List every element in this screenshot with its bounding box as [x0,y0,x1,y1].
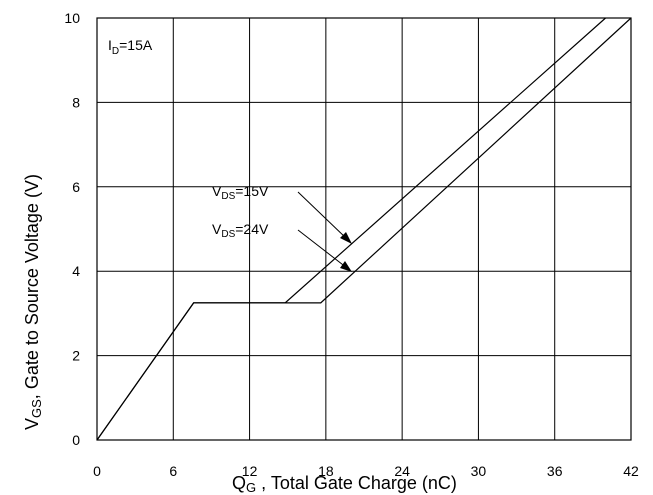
x-axis-title: QG , Total Gate Charge (nC) [232,473,457,495]
x-tick-label: 42 [623,463,639,479]
y-tick-labels: 0 2 4 6 8 10 [64,10,80,448]
grid [97,18,631,440]
y-axis-title: VGS, Gate to Source Voltage (V) [22,174,44,430]
y-tick-label: 6 [72,179,80,195]
y-tick-label: 8 [72,94,80,110]
x-tick-label: 6 [169,463,177,479]
annotation-arrow-24v [297,229,352,272]
y-tick-label: 0 [72,432,80,448]
series-label-24v: VDS=24V [212,221,269,240]
series-label-15v: VDS=15V [212,183,269,202]
series-line-1 [96,17,632,441]
x-tick-labels: 0 6 12 18 24 30 36 42 [93,463,639,479]
x-tick-label: 0 [93,463,101,479]
annotation-arrow-15v [297,191,352,244]
x-tick-label: 30 [471,463,487,479]
y-tick-label: 2 [72,348,80,364]
x-tick-label: 24 [394,463,410,479]
series-lines [96,17,632,441]
x-tick-label: 18 [318,463,334,479]
y-tick-label: 10 [64,10,80,26]
x-tick-label: 36 [547,463,563,479]
condition-label: ID=15A [108,37,153,57]
plot-frame [96,17,632,441]
x-tick-label: 12 [242,463,258,479]
y-tick-label: 4 [72,263,80,279]
